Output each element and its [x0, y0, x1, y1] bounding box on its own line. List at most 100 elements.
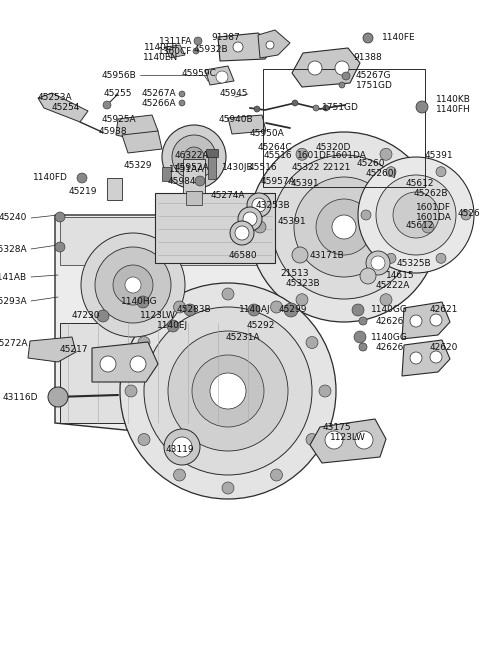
- Text: 1601DF: 1601DF: [297, 151, 332, 160]
- Text: 1601DA: 1601DA: [416, 212, 452, 221]
- Circle shape: [359, 317, 367, 325]
- Bar: [183, 159, 205, 193]
- Text: 1140EP: 1140EP: [144, 43, 178, 52]
- Text: 45938: 45938: [98, 126, 127, 136]
- Text: 22121: 22121: [323, 162, 351, 172]
- Text: 45272A: 45272A: [0, 339, 28, 348]
- Text: 45391: 45391: [278, 217, 306, 225]
- Polygon shape: [92, 342, 158, 382]
- Text: 1140AJ: 1140AJ: [239, 305, 271, 314]
- Circle shape: [168, 331, 288, 451]
- Polygon shape: [402, 340, 450, 376]
- Circle shape: [248, 304, 260, 316]
- Circle shape: [130, 356, 146, 372]
- Text: 45265C: 45265C: [458, 210, 480, 219]
- Circle shape: [319, 385, 331, 397]
- Circle shape: [48, 387, 68, 407]
- Text: 45219: 45219: [69, 187, 97, 195]
- Text: 1751GD: 1751GD: [322, 103, 359, 113]
- Bar: [206, 149, 218, 157]
- Bar: [186, 191, 202, 205]
- Text: 1140KB: 1140KB: [436, 96, 471, 105]
- Text: 1140FD: 1140FD: [33, 174, 68, 183]
- Polygon shape: [258, 30, 290, 58]
- Circle shape: [461, 210, 471, 220]
- Circle shape: [316, 199, 372, 255]
- Text: 46322A: 46322A: [175, 151, 209, 160]
- Text: 45266A: 45266A: [142, 98, 176, 107]
- Text: 1140EJ: 1140EJ: [157, 322, 189, 331]
- Circle shape: [313, 105, 319, 111]
- Text: 45322: 45322: [292, 162, 320, 172]
- Circle shape: [272, 155, 416, 299]
- Circle shape: [192, 355, 264, 427]
- Circle shape: [113, 265, 153, 305]
- Circle shape: [222, 482, 234, 494]
- Circle shape: [179, 100, 185, 106]
- Text: 91387: 91387: [211, 33, 240, 43]
- Circle shape: [410, 315, 422, 327]
- Circle shape: [235, 226, 249, 240]
- Text: 1751GD: 1751GD: [356, 81, 393, 90]
- Bar: [60, 323, 278, 423]
- Text: 46580: 46580: [228, 250, 257, 259]
- Text: 1430JB: 1430JB: [222, 164, 254, 172]
- Circle shape: [184, 147, 204, 167]
- Circle shape: [355, 431, 373, 449]
- Polygon shape: [116, 115, 158, 141]
- Circle shape: [359, 343, 367, 351]
- Circle shape: [81, 233, 185, 337]
- Circle shape: [144, 307, 312, 475]
- Bar: [162, 167, 171, 181]
- Circle shape: [120, 283, 336, 499]
- Circle shape: [55, 212, 65, 222]
- Text: 45222A: 45222A: [376, 280, 410, 290]
- Text: 45240: 45240: [0, 214, 27, 223]
- Circle shape: [358, 157, 474, 273]
- Text: 1140EN: 1140EN: [143, 52, 178, 62]
- Text: 43175: 43175: [323, 422, 352, 432]
- Circle shape: [167, 320, 179, 332]
- Circle shape: [376, 175, 456, 255]
- Text: 45957A: 45957A: [261, 176, 296, 185]
- Circle shape: [306, 434, 318, 445]
- Text: 1141AB: 1141AB: [0, 272, 27, 282]
- Circle shape: [216, 71, 228, 83]
- Text: 1123LW: 1123LW: [330, 432, 366, 441]
- Text: 45391: 45391: [291, 179, 320, 189]
- Text: 43119: 43119: [166, 445, 194, 453]
- Circle shape: [271, 469, 283, 481]
- Text: 45274A: 45274A: [211, 191, 245, 200]
- Text: 45299: 45299: [279, 305, 307, 314]
- Circle shape: [100, 356, 116, 372]
- Text: 1601DF: 1601DF: [416, 204, 451, 212]
- Circle shape: [172, 437, 192, 457]
- Circle shape: [296, 148, 308, 160]
- Circle shape: [233, 42, 243, 52]
- Circle shape: [95, 247, 171, 323]
- Circle shape: [125, 385, 137, 397]
- Circle shape: [125, 277, 141, 293]
- Circle shape: [430, 314, 442, 326]
- Circle shape: [243, 212, 257, 226]
- Text: 43253B: 43253B: [256, 202, 290, 210]
- Text: 45925A: 45925A: [101, 115, 136, 124]
- Text: 45293A: 45293A: [0, 297, 27, 305]
- Text: 42621: 42621: [430, 305, 458, 314]
- Circle shape: [55, 242, 65, 252]
- Text: 91388: 91388: [353, 52, 382, 62]
- Text: 42620: 42620: [430, 343, 458, 352]
- Text: 45329: 45329: [123, 162, 152, 170]
- Text: 45267G: 45267G: [356, 71, 392, 81]
- Text: 45952A: 45952A: [174, 164, 209, 172]
- Circle shape: [294, 177, 394, 277]
- Circle shape: [380, 293, 392, 306]
- Text: 45612: 45612: [406, 221, 434, 229]
- Circle shape: [271, 301, 283, 313]
- Text: 14615: 14615: [386, 272, 415, 280]
- Text: 45391: 45391: [425, 151, 454, 160]
- Polygon shape: [310, 419, 386, 463]
- Circle shape: [325, 431, 343, 449]
- Circle shape: [254, 106, 260, 112]
- Circle shape: [332, 215, 356, 239]
